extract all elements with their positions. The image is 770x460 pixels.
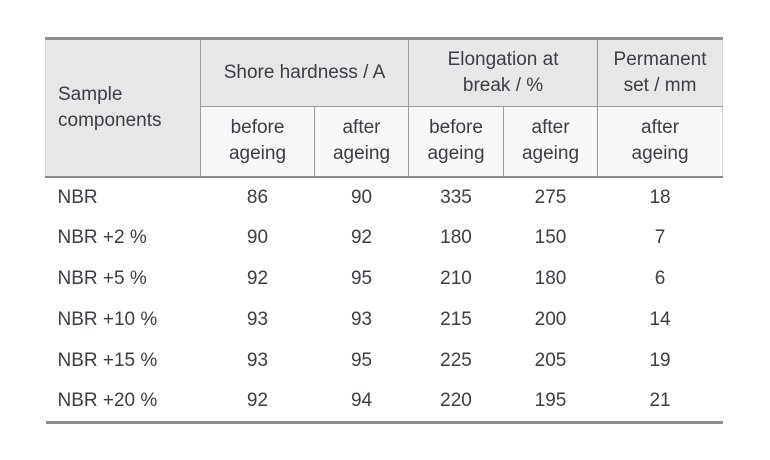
value-cell: 90 xyxy=(246,227,269,248)
value-cell: 6 xyxy=(654,268,666,289)
value-cell: 150 xyxy=(534,227,567,248)
value-cell: 92 xyxy=(246,390,269,412)
table-container: Sample components Shore hardness / A Elo… xyxy=(45,37,724,424)
value-cell: 93 xyxy=(246,309,269,330)
sample-cell: NBR +15 % xyxy=(57,350,158,371)
value-cell: 92 xyxy=(350,227,373,248)
table-row: NBR +20 % 92 94 220 195 21 xyxy=(46,382,723,423)
subheader-permanent-after-ageing: after ageing xyxy=(597,106,724,178)
sample-cell: NBR xyxy=(57,186,98,208)
value-cell: 93 xyxy=(246,350,269,371)
value-cell: 14 xyxy=(649,309,671,330)
sample-components-header: Sample components xyxy=(45,38,201,178)
value-cell: 93 xyxy=(350,309,373,330)
shore-hardness-group-header: Shore hardness / A xyxy=(199,38,409,107)
value-cell: 335 xyxy=(440,186,472,208)
sample-cell: NBR +2 % xyxy=(57,227,147,248)
table-row: NBR +2 % 90 92 180 150 7 xyxy=(46,218,723,259)
elongation-group-header: Elongation at break / % xyxy=(408,38,598,107)
table-header: Sample components Shore hardness / A Elo… xyxy=(45,38,724,178)
value-cell: 215 xyxy=(440,309,472,330)
subheader-elongation-after-ageing: after ageing xyxy=(503,106,598,178)
subheader-shore-after-ageing: after ageing xyxy=(313,106,409,178)
sample-cell: NBR +20 % xyxy=(57,390,158,412)
value-cell: 92 xyxy=(246,268,269,289)
permanent-set-group-header: Permanent set / mm xyxy=(597,38,724,107)
table-row: NBR +15 % 93 95 225 205 19 xyxy=(46,341,723,382)
value-cell: 19 xyxy=(649,350,671,371)
value-cell: 200 xyxy=(534,309,567,330)
value-cell: 205 xyxy=(534,350,567,371)
value-cell: 220 xyxy=(440,390,472,412)
value-cell: 18 xyxy=(649,186,671,208)
subheader-shore-before-ageing: before ageing xyxy=(200,106,315,178)
material-properties-table: Sample components Shore hardness / A Elo… xyxy=(45,37,724,424)
value-cell: 86 xyxy=(246,186,269,208)
table-body: NBR 86 90 335 275 18 NBR +2 % 90 92 180 … xyxy=(46,177,723,423)
value-cell: 195 xyxy=(534,390,567,412)
sample-cell: NBR +5 % xyxy=(57,268,147,289)
value-cell: 21 xyxy=(649,390,671,412)
value-cell: 7 xyxy=(654,227,666,248)
sample-cell: NBR +10 % xyxy=(57,309,158,330)
value-cell: 180 xyxy=(440,227,472,248)
value-cell: 95 xyxy=(350,350,373,371)
subheader-elongation-before-ageing: before ageing xyxy=(408,106,504,178)
value-cell: 90 xyxy=(350,186,373,208)
value-cell: 95 xyxy=(350,268,373,289)
value-cell: 180 xyxy=(534,268,567,289)
table-row: NBR 86 90 335 275 18 xyxy=(46,177,723,218)
value-cell: 275 xyxy=(534,186,567,208)
value-cell: 225 xyxy=(440,350,472,371)
table-row: NBR +5 % 92 95 210 180 6 xyxy=(46,259,723,300)
table-row: NBR +10 % 93 93 215 200 14 xyxy=(46,300,723,341)
sample-components-label: Sample components xyxy=(58,83,162,131)
value-cell: 210 xyxy=(440,268,472,289)
value-cell: 94 xyxy=(350,390,373,412)
